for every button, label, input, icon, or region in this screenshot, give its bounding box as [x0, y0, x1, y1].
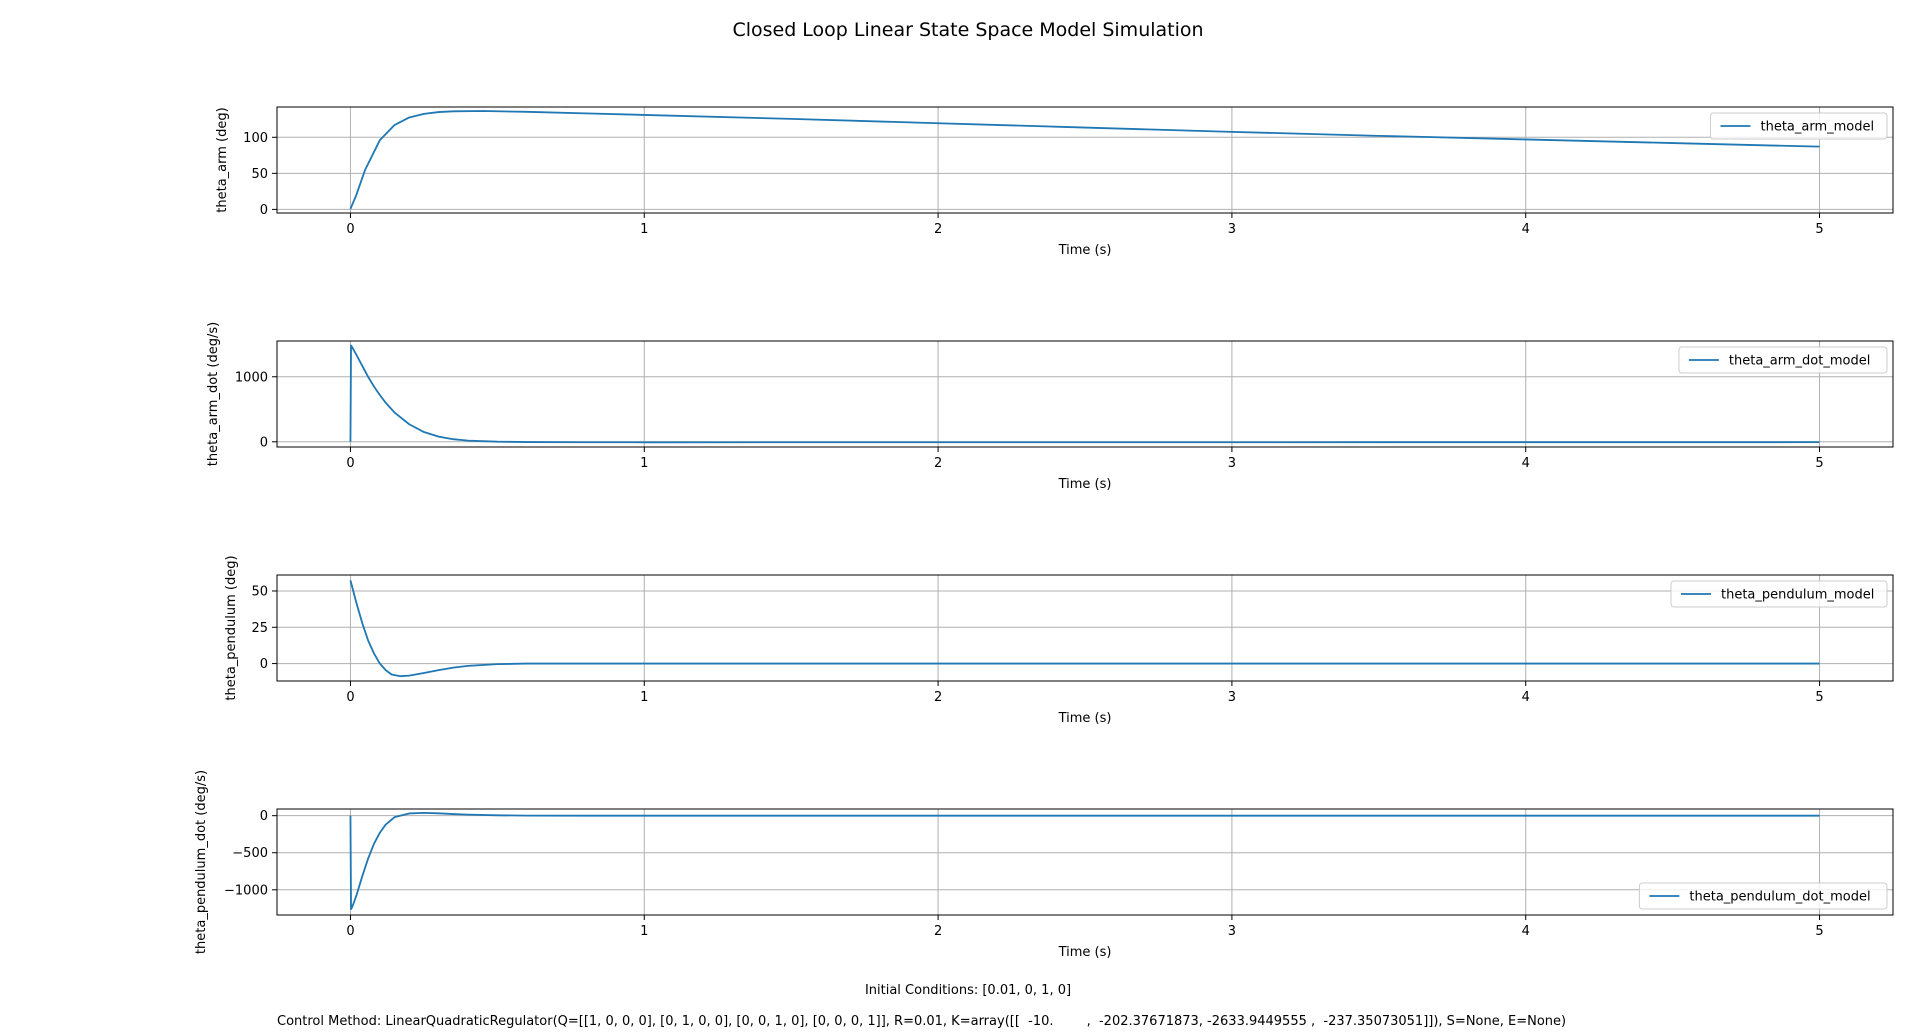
grid: [277, 575, 1893, 681]
y-tick-label: −1000: [224, 883, 268, 898]
y-axis-label: theta_arm_dot (deg/s): [206, 322, 221, 466]
y-tick-label: 0: [260, 809, 268, 824]
x-tick-label: 0: [346, 924, 354, 939]
y-tick-label: 50: [251, 584, 268, 599]
x-axis-label: Time (s): [1058, 477, 1112, 492]
axes-frame: [276, 574, 1894, 682]
y-tick-label: 50: [251, 167, 268, 182]
x-axis-label: Time (s): [1058, 945, 1112, 960]
series-line-theta_arm_dot_model: [349, 344, 1820, 444]
figure-title: Closed Loop Linear State Space Model Sim…: [732, 19, 1203, 41]
y-tick-label: 100: [243, 131, 268, 146]
control-method-note: Control Method: LinearQuadraticRegulator…: [277, 1014, 1566, 1029]
x-tick-label: 3: [1228, 456, 1236, 471]
axes-frame: [276, 106, 1894, 214]
x-tick-label: 1: [640, 456, 648, 471]
x-tick-label: 2: [934, 456, 942, 471]
y-tick-label: 0: [260, 203, 268, 218]
legend-label: theta_arm_dot_model: [1729, 354, 1870, 369]
x-tick-label: 5: [1815, 222, 1823, 237]
x-tick-label: 3: [1228, 222, 1236, 237]
x-tick-label: 2: [934, 690, 942, 705]
x-tick-label: 1: [640, 924, 648, 939]
x-tick-label: 2: [934, 924, 942, 939]
y-axis-label: theta_pendulum_dot (deg/s): [194, 770, 209, 954]
x-tick-label: 4: [1522, 456, 1530, 471]
series-line-theta_arm_model: [349, 110, 1820, 210]
y-tick-label: 25: [251, 621, 268, 636]
axes-frame: [276, 808, 1894, 916]
legend-label: theta_pendulum_model: [1721, 588, 1874, 603]
y-tick-label: 1000: [235, 370, 268, 385]
legend-frame: [1670, 580, 1888, 608]
legend-frame: [1710, 112, 1888, 140]
x-tick-label: 5: [1815, 456, 1823, 471]
legend-frame: [1638, 882, 1888, 910]
legend: theta_pendulum_dot_model: [1638, 882, 1888, 910]
legend-label: theta_pendulum_dot_model: [1689, 890, 1870, 905]
x-axis-label: Time (s): [1058, 243, 1112, 258]
y-tick-label: −500: [232, 846, 268, 861]
legend: theta_arm_model: [1710, 112, 1888, 140]
x-tick-label: 0: [346, 456, 354, 471]
subplot-2: 0 1 2 3 4 5 0 1000 Time (s) theta_arm_dot (deg/s)…: [206, 322, 1894, 492]
x-tick-label: 2: [934, 222, 942, 237]
x-tick-label: 1: [640, 690, 648, 705]
series-line-theta_pendulum_model: [349, 580, 1820, 678]
y-tick-label: 0: [260, 657, 268, 672]
initial-conditions-note: Initial Conditions: [0.01, 0, 1, 0]: [865, 983, 1071, 998]
y-axis-label: theta_pendulum (deg): [224, 555, 239, 700]
legend-frame: [1678, 346, 1888, 374]
subplot-4: 0 1 2 3 4 5 0 −500 −1000 Time (s) theta_pendulum_d…: [194, 770, 1894, 960]
x-tick-label: 0: [346, 690, 354, 705]
x-tick-label: 3: [1228, 924, 1236, 939]
x-tick-label: 3: [1228, 690, 1236, 705]
x-tick-label: 4: [1522, 924, 1530, 939]
axes-frame: [276, 340, 1894, 448]
grid: [277, 107, 1893, 213]
y-axis-label: theta_arm (deg): [215, 107, 230, 212]
series-line-theta_pendulum_dot_model: [349, 811, 1820, 910]
x-tick-label: 5: [1815, 924, 1823, 939]
grid: [277, 341, 1893, 447]
legend: theta_arm_dot_model: [1678, 346, 1888, 374]
x-tick-label: 1: [640, 222, 648, 237]
legend: theta_pendulum_model: [1670, 580, 1888, 608]
x-axis-label: Time (s): [1058, 711, 1112, 726]
y-tick-label: 0: [260, 435, 268, 450]
x-tick-label: 4: [1522, 690, 1530, 705]
x-tick-label: 5: [1815, 690, 1823, 705]
x-tick-label: 4: [1522, 222, 1530, 237]
legend-label: theta_arm_model: [1761, 120, 1875, 135]
x-tick-label: 0: [346, 222, 354, 237]
